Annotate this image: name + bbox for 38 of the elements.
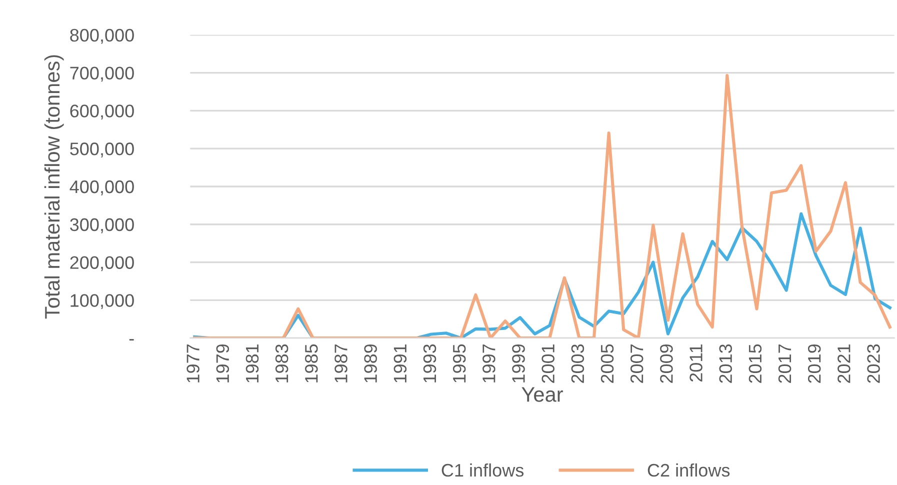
x-tick-label: 2019 [808, 344, 821, 383]
x-tick-label: 1999 [512, 344, 525, 382]
x-tick-label: 2005 [600, 344, 614, 383]
x-tick-label: 1989 [364, 344, 377, 382]
x-tick-label: 1987 [334, 344, 348, 382]
x-tick-label: 2013 [719, 344, 732, 383]
x-tick-label: 2007 [630, 344, 644, 383]
x-tick-label: 1995 [452, 344, 466, 382]
y-tick-label: 800,000 [70, 28, 134, 44]
y-tick-label: 200,000 [70, 256, 134, 272]
legend-label: C1 inflows [442, 463, 524, 477]
y-tick-label: - [129, 339, 134, 340]
x-tick-label: 2015 [748, 344, 762, 383]
y-tick-label: 400,000 [70, 180, 134, 196]
y-tick-label: 100,000 [70, 294, 134, 310]
x-axis-title: Year [522, 387, 563, 402]
x-tick-label: 1981 [246, 344, 259, 382]
legend-label: C2 inflows [648, 463, 730, 477]
x-tick-label: 2001 [542, 344, 554, 383]
y-tick-label: 600,000 [70, 104, 134, 120]
x-tick-label: 1979 [216, 344, 230, 382]
x-tick-label: 1983 [275, 344, 288, 382]
x-tick-label: 2011 [690, 344, 702, 382]
y-tick-label: 700,000 [70, 66, 134, 82]
y-axis-title: Total material inflow (tonnes) [44, 55, 64, 319]
x-tick-label: 1991 [394, 344, 407, 382]
x-tick-label: 1985 [305, 344, 318, 382]
y-tick-label: 300,000 [70, 218, 134, 234]
x-tick-label: 2021 [838, 344, 850, 383]
x-tick-label: 1997 [482, 344, 496, 382]
x-tick-label: 2009 [660, 344, 673, 383]
x-tick-label: 2017 [778, 344, 792, 383]
y-tick-label: 500,000 [70, 142, 134, 158]
x-tick-label: 1993 [423, 344, 436, 382]
x-tick-label: 1977 [186, 344, 200, 382]
x-tick-label: 2023 [867, 344, 880, 383]
x-tick-label: 2003 [571, 344, 584, 383]
line-series [193, 74, 892, 338]
